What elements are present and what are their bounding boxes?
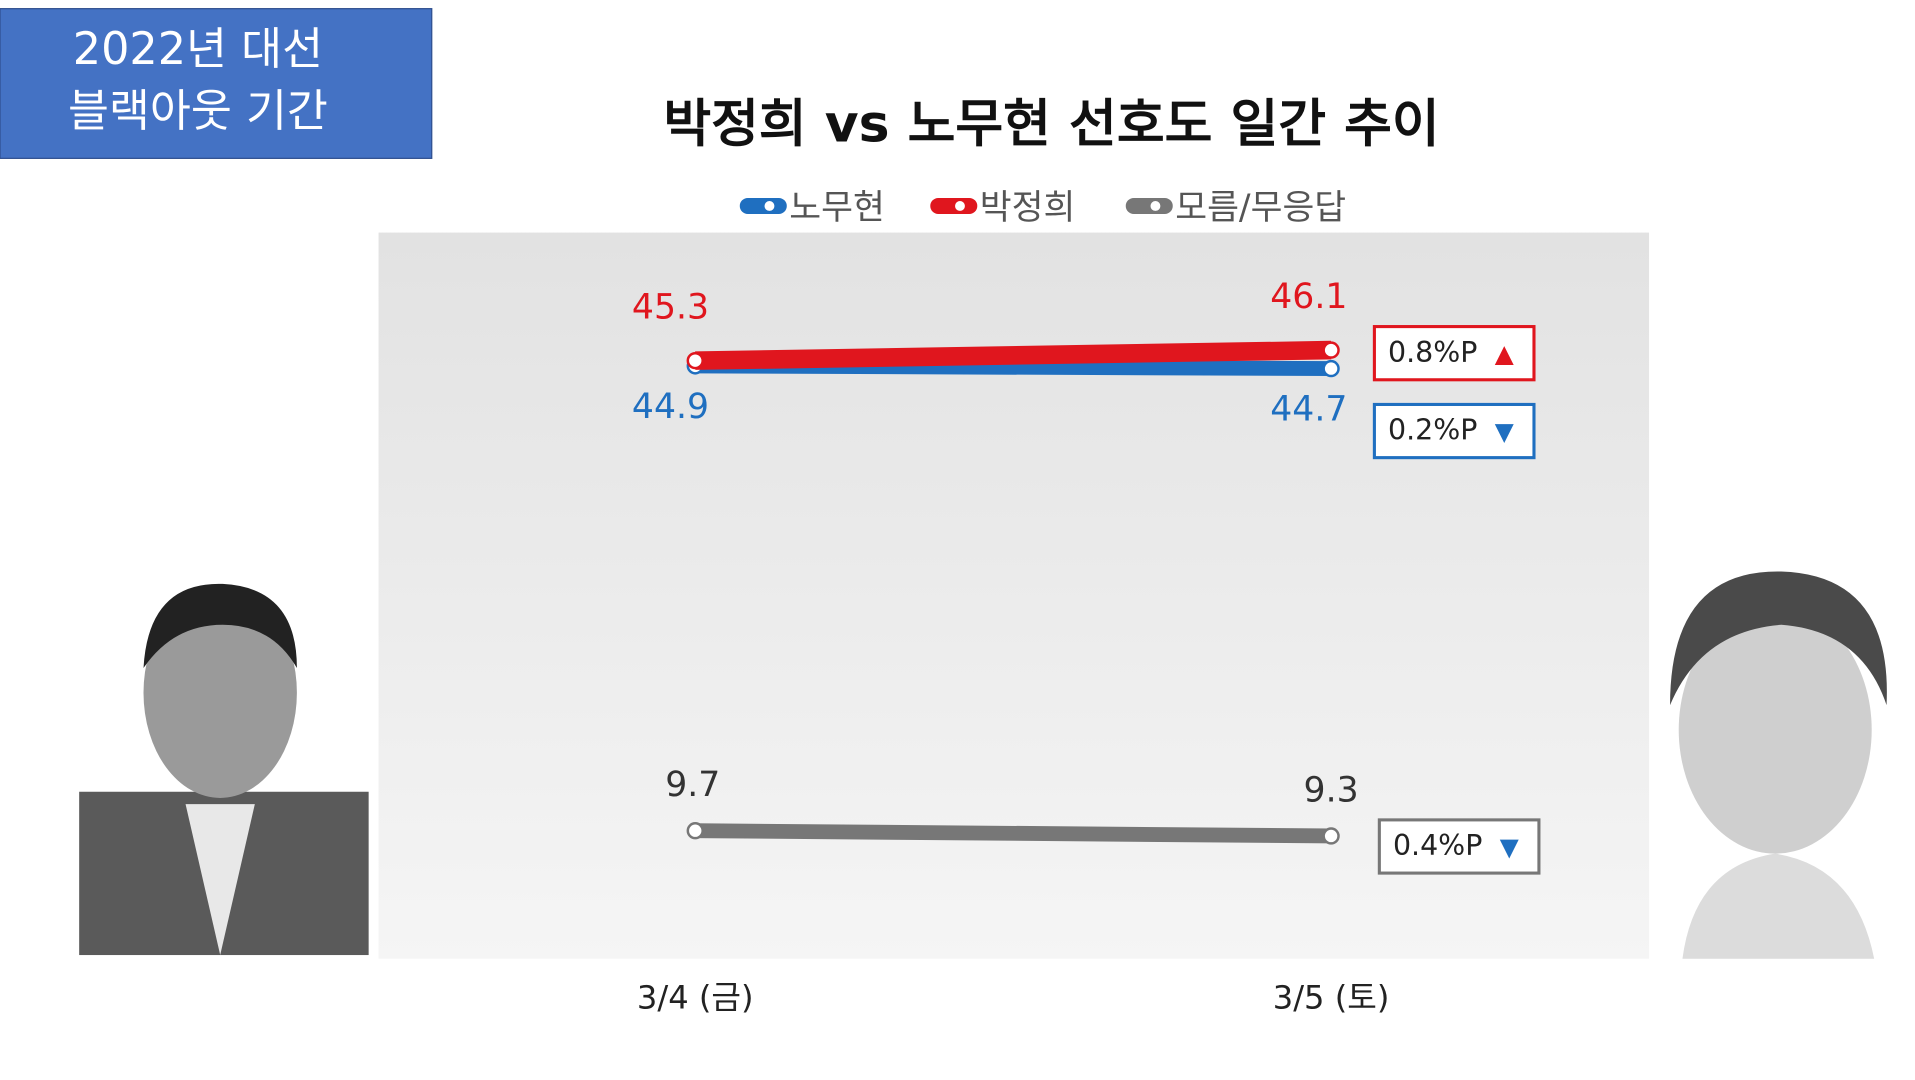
series-line: [695, 340, 1332, 370]
change-arrow: ▼: [1500, 832, 1519, 861]
change-arrow: ▼: [1495, 417, 1514, 446]
data-point: [686, 351, 704, 370]
change-label: 0.2%P: [1388, 414, 1477, 447]
chart-title: 박정희 vs 노무현 선호도 일간 추이: [663, 94, 1439, 154]
x-tick-label: 3/5 (토): [1273, 979, 1390, 1017]
change-label: 0.8%P: [1388, 336, 1477, 369]
legend-dot: [1150, 201, 1161, 211]
change-arrow: ▲: [1495, 339, 1514, 368]
data-point: [686, 822, 704, 840]
series-line: [695, 823, 1332, 844]
legend-swatch: [930, 197, 978, 215]
change-box: [1377, 818, 1541, 875]
legend-label: 박정희: [980, 188, 1076, 228]
portrait-left: [79, 583, 369, 956]
legend-dot: [955, 201, 965, 211]
legend-dot: [764, 201, 775, 211]
change-box: [1372, 402, 1536, 460]
legend-swatch: [1125, 197, 1173, 215]
data-point: [1322, 359, 1340, 378]
change-box: [1372, 325, 1536, 382]
legend-swatch: [739, 197, 787, 215]
badge-line: 2022년 대선: [73, 23, 323, 75]
data-label: 9.3: [1304, 770, 1359, 810]
data-point: [1322, 827, 1340, 845]
badge-line: 블랙아웃 기간: [68, 85, 328, 137]
data-label: 44.9: [632, 387, 709, 427]
change-label: 0.4%P: [1393, 829, 1482, 862]
x-tick-label: 3/4 (금): [637, 979, 754, 1017]
badge-box: [0, 8, 433, 159]
portrait-right: [1670, 571, 1887, 959]
data-label: 45.3: [632, 288, 709, 328]
data-label: 9.7: [665, 765, 720, 805]
data-point: [1322, 341, 1340, 359]
legend-label: 노무현: [789, 188, 885, 228]
data-label: 44.7: [1270, 390, 1347, 430]
data-label: 46.1: [1270, 277, 1347, 317]
legend-label: 모름/무응답: [1175, 188, 1346, 228]
